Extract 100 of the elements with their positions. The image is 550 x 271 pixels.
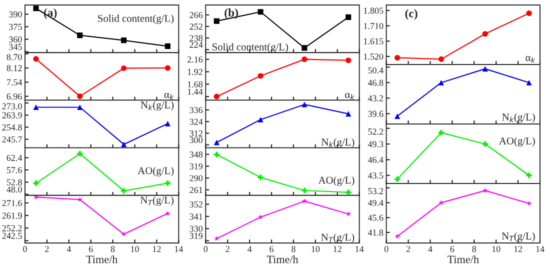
x-tick-label: 2 [45, 246, 49, 252]
point [482, 66, 488, 72]
annotation: N$_{k}$(g/L) [140, 101, 174, 111]
annotation: α$_{k}$ [345, 92, 355, 100]
x-tick-label: 10 [492, 246, 500, 252]
x-tick-label: 4 [247, 246, 252, 252]
y-tick-label: 319 [190, 163, 203, 170]
y-tick-label: 8.70 [6, 54, 22, 60]
y-tick-label: 50.4 [368, 67, 384, 74]
x-tick-label: 8 [292, 246, 296, 252]
x-axis-title: Time/h [448, 255, 479, 264]
y-tick-label: 390 [9, 11, 22, 18]
point [526, 10, 532, 16]
y-tick-label: 1.44 [188, 88, 203, 95]
y-tick-label: 352 [190, 201, 202, 208]
x-tick-label: 2 [406, 246, 410, 252]
y-tick-label: 261 [190, 187, 202, 194]
point [77, 104, 83, 110]
y-tick-label: 6.96 [6, 93, 22, 100]
x-tick-label: 14 [356, 246, 364, 252]
y-tick-label: 312 [190, 130, 202, 136]
y-tick-label: 266 [190, 12, 203, 18]
y-tick-label: 49.3 [368, 141, 384, 148]
y-tick-label: 1.805 [364, 8, 384, 14]
y-tick-label: 1.615 [364, 38, 384, 44]
y-tick-label: 290 [190, 175, 203, 182]
y-tick-label: 254.8 [2, 124, 22, 130]
x-tick-label: 14 [174, 246, 184, 252]
annotation: AO(g/L) [138, 166, 174, 176]
y-tick-label: 300 [190, 136, 203, 144]
y-tick-label: 263.9 [2, 112, 22, 118]
x-tick-label: 0 [23, 246, 27, 252]
point [121, 142, 127, 148]
annotation: N$_{T}$(g/L) [502, 232, 535, 242]
point [33, 104, 39, 110]
y-tick-label: 46.8 [368, 80, 384, 86]
annotation: Solid content(g/L) [212, 43, 288, 53]
point [394, 54, 400, 61]
y-tick-label: 242.5 [2, 232, 22, 239]
annotation: AO(g/L) [499, 137, 535, 147]
y-tick-label: 43.5 [368, 172, 384, 179]
annotation: α$_{k}$ [526, 56, 536, 63]
point [526, 80, 532, 86]
point [394, 113, 400, 120]
y-tick-label: 8.12 [6, 65, 22, 72]
x-tick-label: 10 [131, 246, 139, 252]
y-tick-label: 7.54 [7, 79, 22, 86]
y-tick-label: 238 [190, 35, 203, 42]
y-tick-label: 62.4 [6, 154, 22, 161]
x-axis-title: Time/h [86, 255, 118, 264]
chart-title: (a) [44, 8, 57, 20]
x-tick-label: 12 [152, 246, 161, 252]
annotation: α$_{k}$ [164, 92, 174, 100]
x-tick-label: 6 [450, 246, 454, 252]
annotation: Solid content(g/L) [98, 14, 174, 24]
y-tick-label: 49.4 [368, 200, 384, 206]
x-axis-title: Time/h [266, 255, 298, 264]
annotation: AO(g/L) [318, 176, 354, 186]
y-tick-label: 345 [9, 44, 22, 50]
y-tick-label: 360 [9, 36, 22, 42]
y-tick-label: 261.9 [2, 212, 22, 219]
point [346, 190, 352, 196]
point [214, 152, 220, 158]
x-tick-label: 2 [226, 246, 230, 252]
x-tick-label: 4 [66, 246, 72, 252]
x-tick-label: 8 [472, 246, 476, 252]
y-tick-label: 2.16 [187, 56, 203, 63]
y-tick-label: 1.520 [364, 54, 384, 60]
point [302, 188, 308, 194]
y-tick-label: 52.2 [368, 128, 384, 135]
y-tick-label: 375 [9, 24, 22, 30]
x-tick-label: 4 [428, 246, 432, 252]
y-tick-label: 271.6 [2, 200, 22, 206]
y-tick-label: 273.0 [2, 103, 22, 110]
x-tick-label: 0 [384, 246, 388, 252]
point [164, 120, 170, 126]
y-tick-label: 48.0 [6, 186, 22, 193]
y-tick-label: 336 [190, 107, 203, 114]
point [438, 80, 444, 86]
x-tick-label: 14 [536, 246, 544, 252]
x-tick-label: 0 [204, 246, 208, 252]
y-tick-label: 341 [190, 214, 202, 220]
y-tick-label: 45.6 [368, 214, 384, 221]
y-tick-label: 43.2 [368, 95, 384, 102]
chart-title: (c) [405, 9, 418, 20]
y-tick-label: 57.6 [6, 167, 22, 174]
point [482, 31, 488, 37]
y-tick-label: 252 [190, 24, 202, 30]
x-tick-label: 6 [270, 246, 274, 252]
x-tick-label: 6 [88, 246, 93, 252]
y-tick-label: 52.8 [6, 179, 22, 186]
y-tick-label: 224 [190, 42, 203, 48]
y-tick-label: 245.7 [2, 136, 22, 143]
y-tick-label: 319 [190, 232, 203, 239]
x-tick-label: 8 [110, 246, 115, 252]
y-tick-label: 41.8 [368, 230, 384, 236]
y-tick-label: 46.4 [368, 156, 384, 163]
annotation: N$_{k}$(g/L) [502, 113, 535, 123]
point [258, 174, 264, 180]
y-tick-label: 1.68 [188, 81, 203, 88]
